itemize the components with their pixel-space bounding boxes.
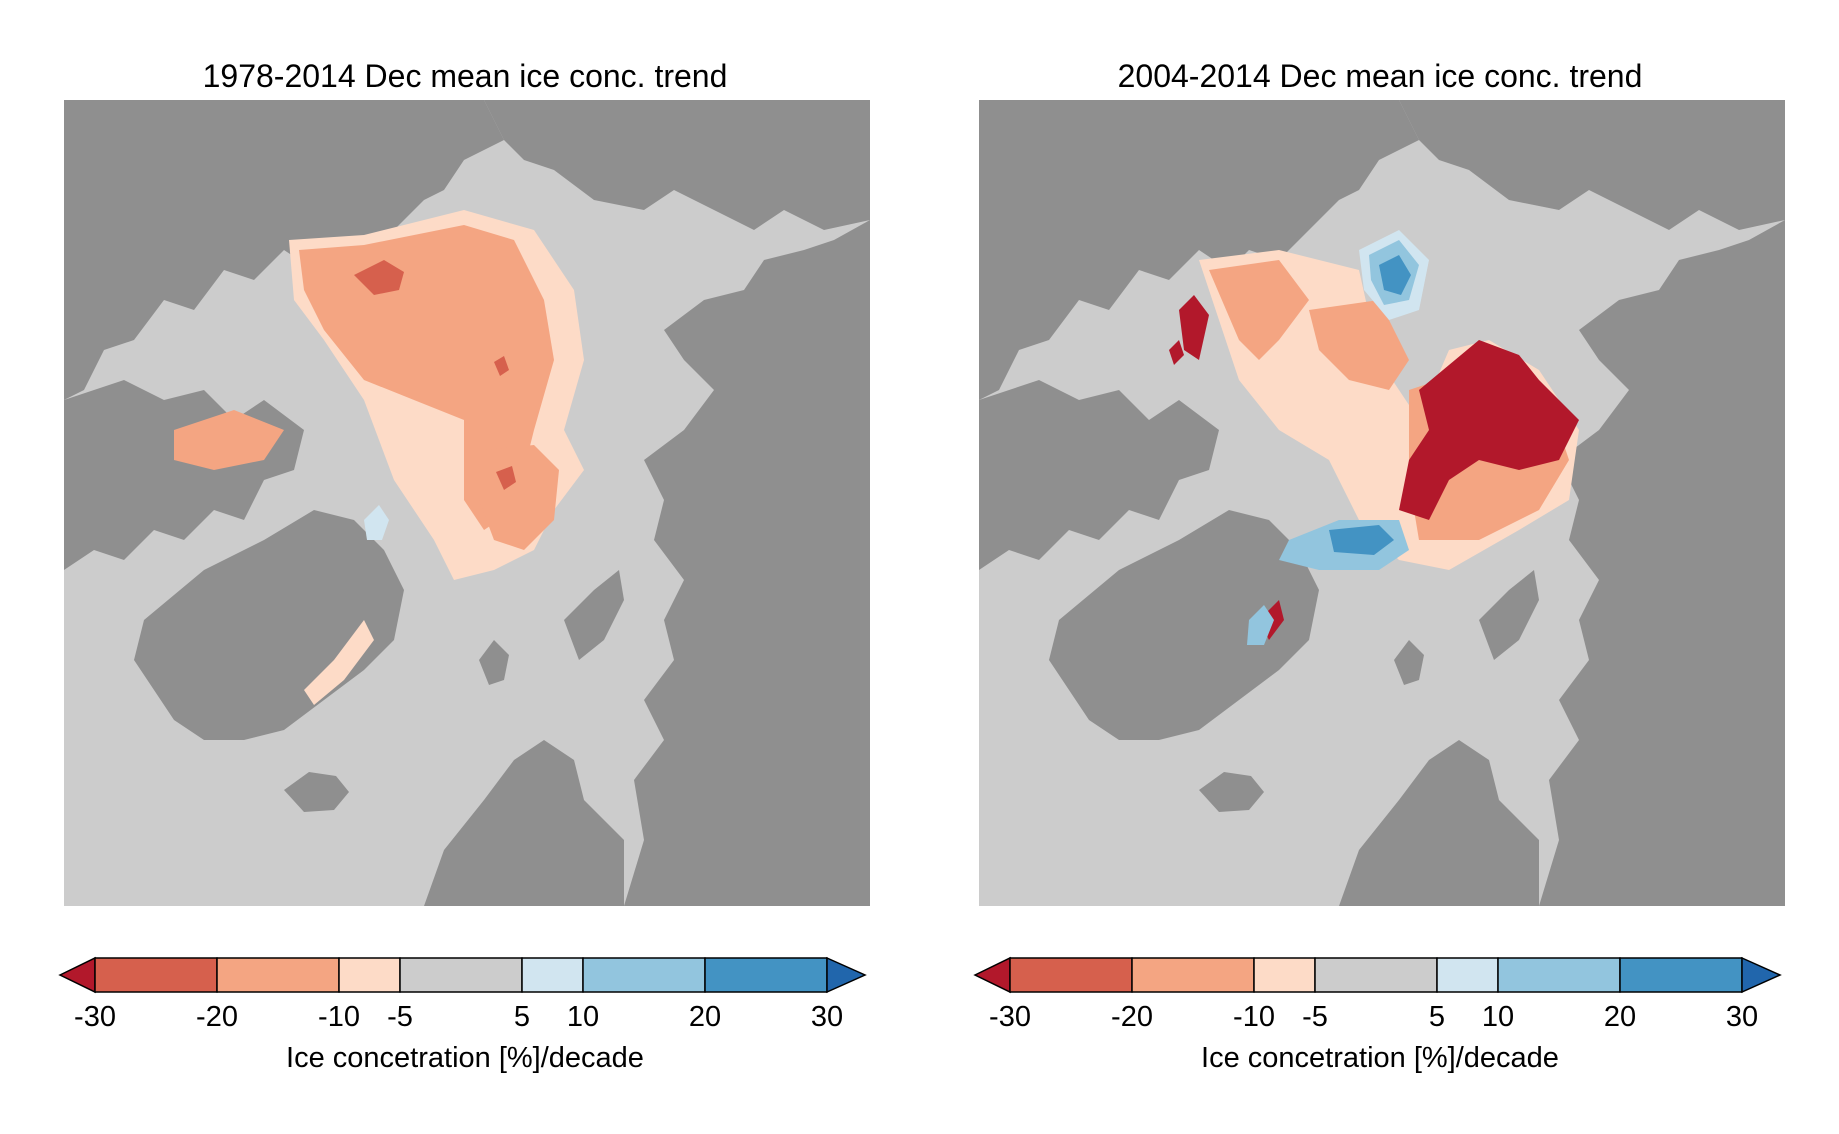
trend-band-mid-2	[1309, 300, 1409, 390]
colorbar-tick: -10	[318, 1001, 360, 1033]
land-svalbard	[479, 640, 509, 685]
trend-band-mid	[1209, 260, 1309, 360]
colorbar-extend-low	[58, 956, 96, 994]
colorbar-class-20-30	[704, 957, 828, 993]
colorbar	[58, 952, 870, 998]
trend-patch-strong-1	[354, 260, 404, 295]
colorbar-class-minus10-minus5	[1253, 957, 1316, 993]
land-east-siberia	[1399, 100, 1785, 230]
colorbar-tick: 5	[513, 1001, 531, 1033]
colorbar-class-minus20-minus10	[1131, 957, 1255, 993]
colorbar-tick: 20	[688, 1001, 722, 1033]
map-panel-2004-2014: 2004-2014 Dec mean ice conc. trend	[973, 0, 1795, 1134]
trend-patch-strong-3	[494, 356, 509, 376]
polar-map-canvas	[979, 100, 1785, 906]
land-north-america	[624, 220, 870, 906]
colorbar-class-5-10	[521, 957, 584, 993]
colorbar-class-minus5-5	[399, 957, 523, 993]
trend-core-strong	[1399, 340, 1579, 520]
colorbar-tick: -20	[196, 1001, 238, 1033]
colorbar-class-minus10-minus5	[338, 957, 401, 993]
colorbar	[973, 952, 1785, 998]
colorbar-class-10-20	[582, 957, 706, 993]
polar-map	[64, 100, 870, 906]
colorbar-tick: -10	[1233, 1001, 1275, 1033]
land-iceland	[284, 772, 349, 812]
map-title: 2004-2014 Dec mean ice conc. trend	[1117, 58, 1643, 94]
colorbar-svg	[973, 956, 1782, 994]
colorbar-extend-high	[826, 956, 867, 994]
colorbar-class-5-10	[1436, 957, 1499, 993]
colorbar-extend-low	[973, 956, 1011, 994]
land-north-america	[1539, 220, 1785, 906]
colorbar-tick: -30	[74, 1001, 116, 1033]
land-east-siberia	[484, 100, 870, 230]
colorbar-tick: -5	[1302, 1001, 1328, 1033]
map-panel-1978-2014: 1978-2014 Dec mean ice conc. trend	[58, 0, 880, 1134]
colorbar-tick: -30	[989, 1001, 1031, 1033]
colorbar-label: Ice concetration [%]/decade	[286, 1042, 644, 1074]
land-siberia	[64, 100, 504, 400]
trend-core-strong-2	[1179, 295, 1209, 360]
colorbar-tick: -5	[387, 1001, 413, 1033]
colorbar-tick: 30	[810, 1001, 844, 1033]
trend-positive-patch	[364, 505, 389, 540]
polar-map-canvas	[64, 100, 870, 906]
trend-blue-patch	[1247, 605, 1274, 645]
land-siberia	[979, 100, 1419, 400]
colorbar-class-minus5-5	[1314, 957, 1438, 993]
colorbar-class-minus30-minus20	[1009, 957, 1133, 993]
land-archipelago	[979, 380, 1219, 570]
colorbar-tick: 10	[566, 1001, 600, 1033]
land-svalbard	[1394, 640, 1424, 685]
land-novaya	[564, 570, 624, 660]
colorbar-tick: 5	[1428, 1001, 1446, 1033]
land-iceland	[1199, 772, 1264, 812]
colorbar-svg	[58, 956, 867, 994]
colorbar-class-20-30	[1619, 957, 1743, 993]
colorbar-class-10-20	[1497, 957, 1621, 993]
colorbar-tick: 20	[1603, 1001, 1637, 1033]
trend-blue-dark	[1379, 255, 1411, 295]
colorbar-tick: -20	[1111, 1001, 1153, 1033]
land-europe	[1339, 740, 1539, 906]
land-europe	[424, 740, 624, 906]
colorbar-label: Ice concetration [%]/decade	[1201, 1042, 1559, 1074]
polar-map	[979, 100, 1785, 906]
land-novaya	[1479, 570, 1539, 660]
trend-patch-strong-2	[496, 466, 516, 490]
colorbar-tick: 30	[1725, 1001, 1759, 1033]
colorbar-class-minus30-minus20	[94, 957, 218, 993]
colorbar-tick: 10	[1481, 1001, 1515, 1033]
colorbar-extend-high	[1741, 956, 1782, 994]
trend-blue-ring-dark	[1329, 525, 1394, 555]
trend-archipelago	[174, 410, 284, 470]
trend-core-strong-4	[1169, 340, 1184, 365]
colorbar-class-minus20-minus10	[216, 957, 340, 993]
land-greenland	[1049, 510, 1319, 740]
map-title: 1978-2014 Dec mean ice conc. trend	[202, 58, 728, 94]
trend-greenland-coast	[304, 620, 374, 705]
